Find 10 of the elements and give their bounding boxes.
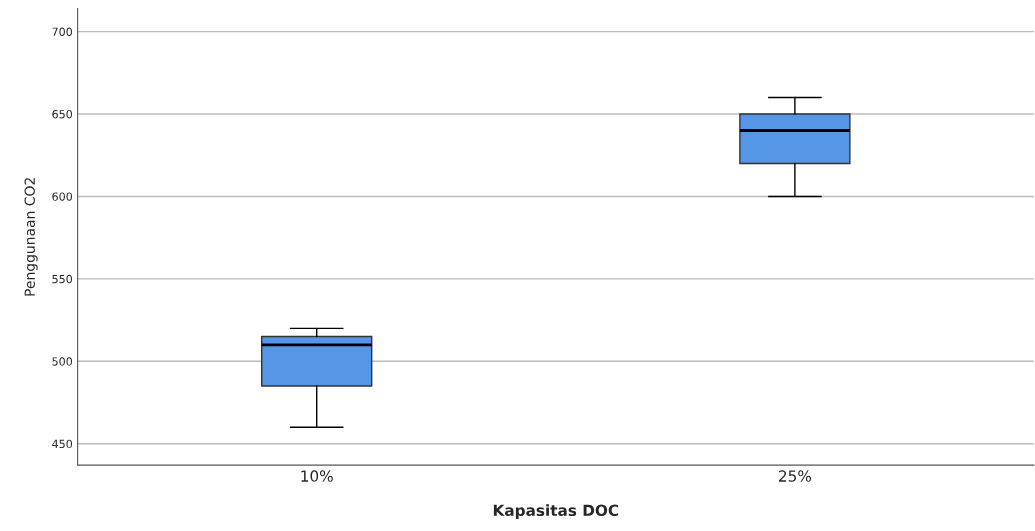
y-tick-label: 700: [52, 27, 73, 36]
y-tick-label: 550: [52, 274, 73, 284]
x-tick-label: 25%: [779, 470, 812, 482]
y-tick-label: 600: [52, 192, 73, 201]
y-tick-label: 650: [52, 109, 73, 119]
y-tick-label: 500: [52, 357, 73, 366]
x-tick-label: 10%: [301, 470, 333, 482]
x-axis-title: Kapasitas DOC: [493, 504, 619, 520]
y-tick-label: 450: [52, 439, 73, 449]
y-axis-title: Penggunaan CO2: [24, 178, 38, 296]
